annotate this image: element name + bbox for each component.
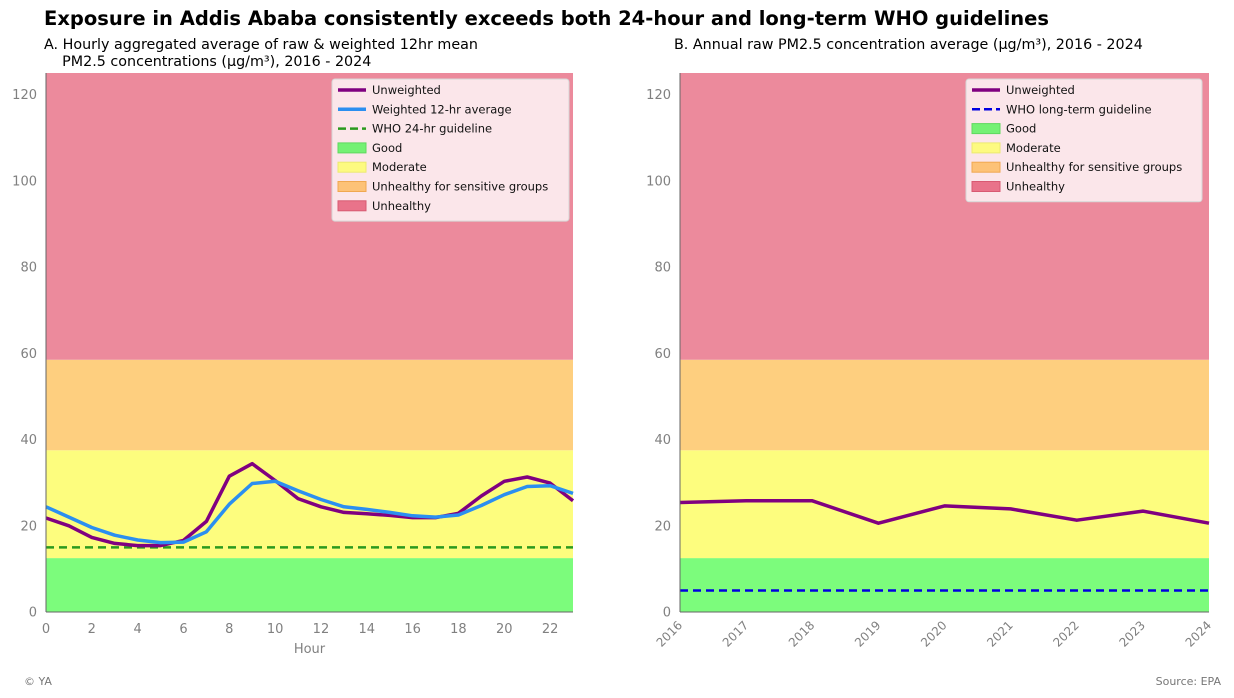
y-tick-label: 60 (654, 347, 671, 362)
y-tick-label: 120 (12, 88, 37, 103)
x-axis-label: Hour (294, 642, 326, 657)
legend-label: Unweighted (372, 83, 441, 97)
y-tick-label: 80 (654, 261, 671, 276)
copyright-note: © YA (24, 675, 52, 688)
legend-patch-swatch (337, 200, 367, 212)
y-tick-label: 0 (663, 606, 671, 621)
x-tick-label: 14 (359, 622, 376, 637)
x-tick-label: 2019 (852, 618, 883, 649)
y-tick-label: 100 (646, 174, 671, 189)
band-good (46, 558, 573, 612)
x-tick-label: 2023 (1116, 618, 1147, 649)
legend-label: Unhealthy (372, 199, 431, 213)
y-tick-label: 40 (654, 433, 671, 448)
x-tick-label: 16 (404, 622, 421, 637)
legend-label: Good (372, 141, 402, 155)
y-tick-label: 60 (20, 347, 37, 362)
series-line-weighted-12-hr-average (45, 479, 574, 545)
x-tick-label: 2022 (1050, 618, 1081, 649)
x-tick-label: 6 (179, 622, 187, 637)
y-tick-label: 120 (646, 88, 671, 103)
y-tick-label: 0 (29, 606, 37, 621)
x-tick-label: 10 (267, 622, 284, 637)
y-tick-label: 100 (12, 174, 37, 189)
legend-label: Unhealthy (1006, 180, 1065, 194)
x-tick-label: 2024 (1183, 618, 1214, 649)
x-tick-label: 2 (88, 622, 96, 637)
y-tick-label: 80 (20, 261, 37, 276)
x-tick-label: 2020 (918, 618, 949, 649)
legend-label: Unhealthy for sensitive groups (372, 180, 548, 194)
x-tick-label: 12 (313, 622, 330, 637)
legend-patch-swatch (337, 181, 367, 192)
band-unhealthy-for-sensitive-groups (680, 359, 1209, 451)
y-tick-label: 20 (20, 519, 37, 534)
legend-box (331, 78, 570, 222)
x-tick-label: 18 (450, 622, 467, 637)
panel-a-title: A. Hourly aggregated average of raw & we… (44, 37, 478, 70)
legend-patch-swatch (337, 161, 367, 173)
legend-patch-swatch (971, 181, 1001, 192)
x-tick-label: 8 (225, 622, 233, 637)
legend-label: Unweighted (1006, 83, 1075, 97)
x-tick-label: 2018 (786, 618, 817, 649)
legend-label: WHO 24-hr guideline (372, 122, 492, 136)
legend-label: Weighted 12-hr average (372, 102, 512, 116)
x-tick-label: 4 (134, 622, 142, 637)
legend-patch-swatch (971, 161, 1001, 173)
legend: Unweighted Weighted 12-hr average WHO 24-h… (331, 78, 570, 222)
source-note: Source: EPA (1155, 675, 1221, 688)
band-unhealthy-for-sensitive-groups (46, 359, 573, 451)
legend-label: Moderate (1006, 141, 1061, 155)
x-tick-label: 20 (496, 622, 513, 637)
panel-b-title: B. Annual raw PM2.5 concentration averag… (674, 37, 1143, 53)
legend-patch-swatch (971, 142, 1001, 154)
x-tick-label: 22 (542, 622, 559, 637)
x-tick-label: 2016 (654, 618, 685, 649)
x-tick-label: 2021 (984, 618, 1015, 649)
legend-patch-swatch (337, 142, 367, 154)
band-good (680, 558, 1209, 612)
chart-panel-a: 0 20 40 60 80 100 120 0 2 4 6 8 10 12 14 16 18 20 22 Hour Un… (12, 73, 575, 657)
main-title: Exposure in Addis Ababa consistently exc… (44, 7, 1049, 30)
legend-label: WHO long-term guideline (1006, 102, 1152, 116)
y-tick-label: 20 (654, 519, 671, 534)
legend-box (965, 78, 1203, 203)
legend-label: Good (1006, 122, 1036, 136)
series-line-unweighted (679, 499, 1210, 525)
series-line-unweighted (45, 461, 575, 548)
legend: Unweighted WHO long-term guideline Good Mod… (965, 78, 1203, 203)
x-tick-label: 0 (42, 622, 50, 637)
legend-label: Unhealthy for sensitive groups (1006, 160, 1182, 174)
chart-panel-b: 0 20 40 60 80 100 120 2016 2017 2018 2019 2020 2021 2… (646, 73, 1214, 650)
x-tick-label: 2017 (720, 618, 751, 649)
y-tick-label: 40 (20, 433, 37, 448)
legend-patch-swatch (971, 123, 1001, 135)
legend-label: Moderate (372, 160, 427, 174)
